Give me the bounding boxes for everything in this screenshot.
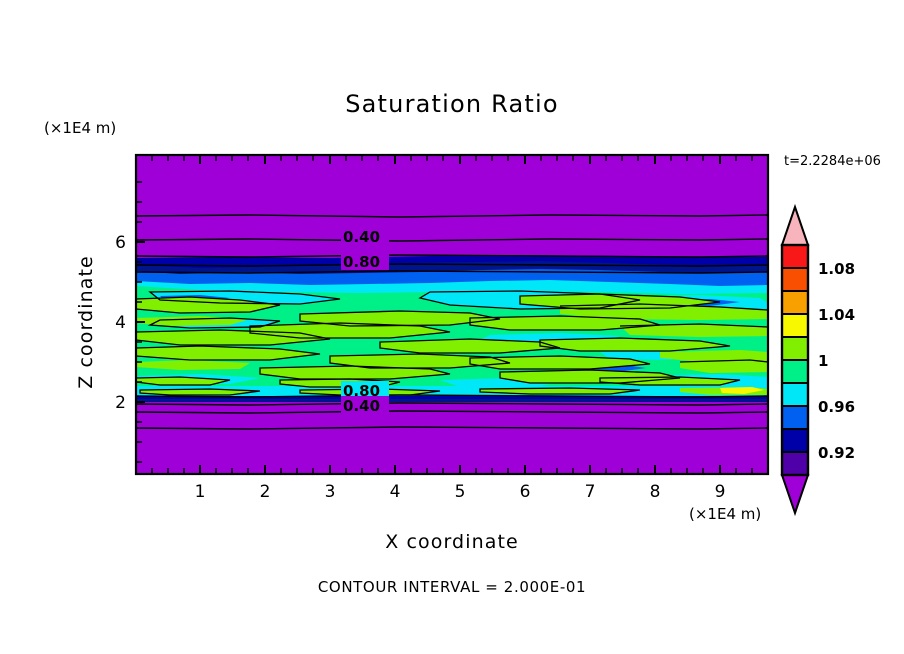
contour-field xyxy=(136,155,768,474)
colorbar-band xyxy=(782,452,808,475)
field-ygreen-10 xyxy=(620,324,768,337)
colorbar-band xyxy=(782,337,808,360)
y-tick-label: 6 xyxy=(115,233,126,253)
field-ygreen-2 xyxy=(300,311,500,326)
contour-label-item: 0.40 xyxy=(341,227,389,246)
x-tick-label: 2 xyxy=(260,482,271,502)
x-tick-label: 8 xyxy=(650,482,661,502)
x-axis-unit-label: (×1E4 m) xyxy=(689,505,761,523)
time-annotation: t=2.2284e+06 xyxy=(784,154,881,169)
colorbar-band xyxy=(782,360,808,383)
colorbar-frame xyxy=(780,243,810,477)
x-axis-major-ticks xyxy=(199,155,721,474)
colorbar-band xyxy=(782,291,808,314)
y-axis-unit-label: (×1E4 m) xyxy=(44,119,116,137)
colorbar-tick-label: 1 xyxy=(818,352,828,370)
field-yellow-speck xyxy=(720,387,764,394)
contour-label-bg xyxy=(341,381,389,398)
contour-interval-caption: CONTOUR INTERVAL = 2.000E-01 xyxy=(318,578,586,596)
x-axis-title: X coordinate xyxy=(385,531,519,553)
colorbar-tick-label: 0.96 xyxy=(818,398,855,416)
colorbar: 1.08 1.04 1 0.96 0.92 xyxy=(780,203,855,517)
y-axis-minor-ticks xyxy=(136,181,142,463)
field-navy-lower-dark xyxy=(136,399,768,402)
y-tick-labels: 6 4 2 xyxy=(115,233,126,413)
field-ygreen-15 xyxy=(260,366,450,379)
x-axis-minor-ticks xyxy=(151,155,753,474)
contour-label-item: 0.80 xyxy=(341,252,389,271)
colorbar-tick-label: 1.08 xyxy=(818,260,855,278)
colorbar-band xyxy=(782,429,808,452)
contour-lines xyxy=(136,214,768,430)
contour-label-bg xyxy=(341,252,389,270)
field-ygreen-11 xyxy=(136,346,320,360)
field-ygreen-13 xyxy=(540,338,730,351)
y-tick-label: 2 xyxy=(115,393,126,413)
contour-label-item: 0.40 xyxy=(341,396,389,415)
contour-label-bg xyxy=(341,227,389,245)
plot-frame xyxy=(134,153,770,476)
x-tick-label: 7 xyxy=(585,482,596,502)
field-ygreen-9 xyxy=(380,339,560,353)
x-tick-label: 3 xyxy=(325,482,336,502)
contour-label-value: 0.40 xyxy=(343,228,380,246)
contour-label-value: 0.80 xyxy=(343,253,380,271)
field-ygreen-22 xyxy=(600,377,740,385)
contour-label-bg xyxy=(341,396,389,414)
colorbar-bands xyxy=(782,245,808,475)
plot-title: Saturation Ratio xyxy=(345,90,559,118)
colorbar-band-separators xyxy=(782,267,808,453)
colorbar-band xyxy=(782,406,808,429)
colorbar-band xyxy=(782,268,808,291)
contour-label-item: 0.80 xyxy=(341,381,389,400)
y-tick-label: 4 xyxy=(115,313,126,333)
x-tick-label: 5 xyxy=(455,482,466,502)
field-ygreen-12 xyxy=(330,354,510,368)
colorbar-band xyxy=(782,383,808,406)
field-ygreen-14 xyxy=(136,360,250,370)
colorbar-tick-labels: 1.08 1.04 1 0.96 0.92 xyxy=(818,260,855,462)
contour-labels: 0.40 0.80 0.80 0.40 xyxy=(341,227,389,415)
colorbar-tick-label: 0.92 xyxy=(818,444,855,462)
colorbar-band xyxy=(782,314,808,337)
x-tick-label: 6 xyxy=(520,482,531,502)
field-ygreen-16 xyxy=(470,356,650,369)
x-tick-label: 1 xyxy=(195,482,206,502)
x-tick-label: 4 xyxy=(390,482,401,502)
contour-label-value: 0.40 xyxy=(343,397,380,415)
y-axis-title: Z coordinate xyxy=(75,255,97,389)
contour-blob-outlines xyxy=(136,290,768,396)
field-ygreen-23 xyxy=(140,389,260,395)
colorbar-band xyxy=(782,245,808,268)
field-ygreen-17 xyxy=(660,350,768,362)
field-ygreen-8 xyxy=(136,330,330,345)
x-tick-labels: 1 2 3 4 5 6 7 8 9 xyxy=(195,482,726,502)
field-ygreen-7 xyxy=(470,316,660,330)
colorbar-tick-label: 1.04 xyxy=(818,306,855,324)
field-lower-purple xyxy=(136,402,768,474)
contour-label-value: 0.80 xyxy=(343,382,380,400)
x-tick-label: 9 xyxy=(715,482,726,502)
field-ygreen-19 xyxy=(680,360,768,373)
y-axis-major-ticks xyxy=(136,241,145,403)
